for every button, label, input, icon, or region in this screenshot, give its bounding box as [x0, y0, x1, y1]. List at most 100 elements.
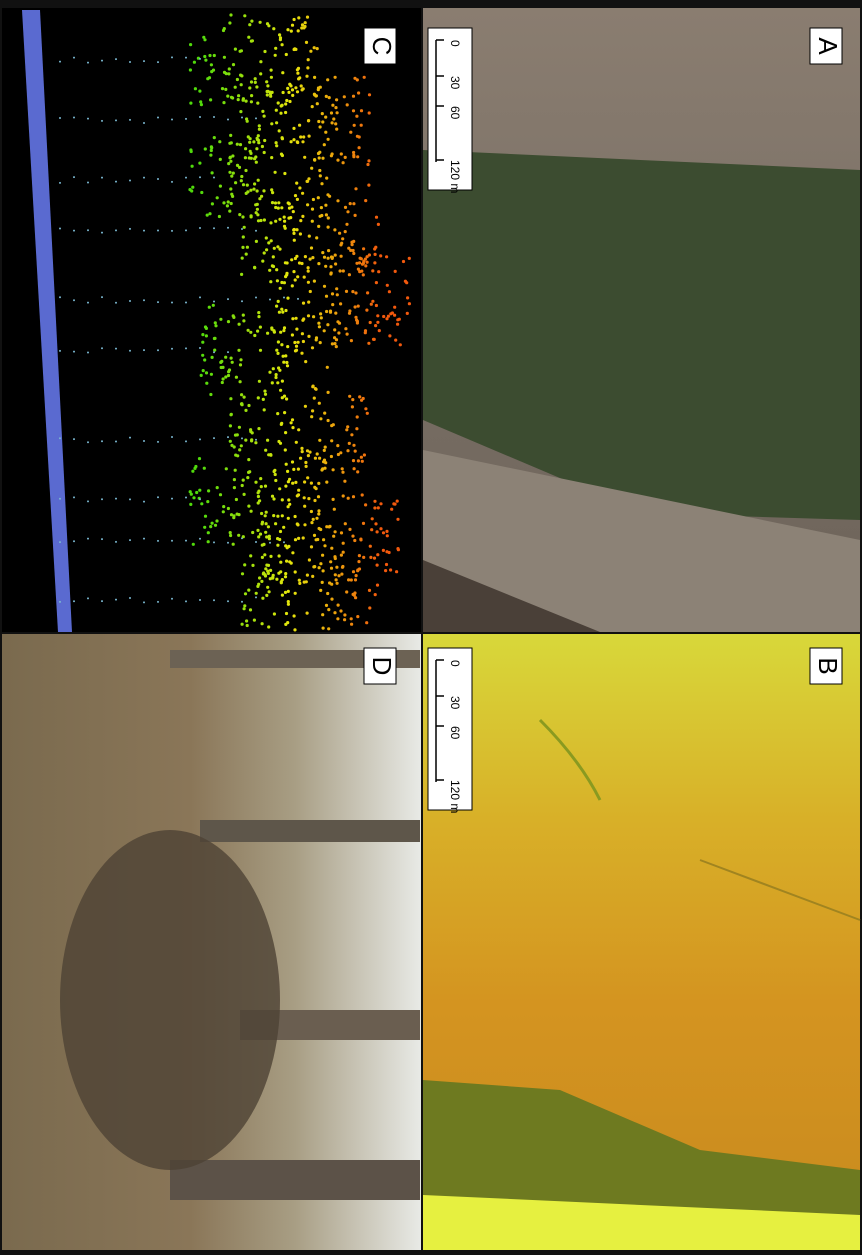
point — [352, 239, 356, 243]
point — [398, 343, 402, 347]
point — [263, 553, 267, 557]
point — [374, 303, 378, 308]
point — [252, 618, 256, 622]
point — [286, 602, 290, 606]
point — [317, 401, 321, 405]
stem-point — [157, 440, 159, 443]
point — [282, 326, 287, 330]
point — [292, 17, 296, 22]
point — [321, 251, 325, 255]
point — [301, 140, 305, 144]
point — [218, 157, 222, 161]
point — [267, 537, 271, 541]
stem-point — [129, 498, 131, 501]
point — [228, 531, 232, 535]
point — [232, 445, 236, 449]
stem-point — [185, 56, 187, 59]
stem-point — [227, 600, 229, 603]
point — [254, 160, 258, 164]
point — [287, 544, 291, 549]
point — [265, 593, 269, 598]
stem-point — [129, 118, 131, 121]
point — [229, 187, 233, 191]
point — [275, 268, 279, 272]
point — [274, 108, 278, 112]
point — [254, 155, 258, 159]
point — [324, 603, 329, 608]
point — [270, 494, 275, 498]
panel-label: B — [813, 657, 843, 674]
point — [263, 514, 267, 518]
point — [270, 122, 274, 126]
point — [326, 390, 330, 394]
point — [348, 527, 352, 532]
point — [189, 492, 193, 496]
point — [229, 533, 233, 538]
label-box — [809, 647, 843, 685]
point — [322, 538, 326, 542]
point — [318, 85, 322, 89]
point — [354, 291, 358, 295]
point — [279, 330, 283, 334]
stem-point — [101, 59, 103, 62]
point — [384, 562, 389, 567]
point — [315, 47, 319, 51]
point — [289, 140, 293, 144]
point — [240, 393, 244, 397]
point — [287, 202, 291, 206]
point — [334, 578, 338, 582]
point — [209, 63, 213, 67]
stem-point — [73, 350, 75, 353]
point — [287, 90, 291, 94]
point — [191, 185, 195, 189]
panel-label: C — [367, 37, 397, 56]
point — [311, 574, 315, 579]
stem-point — [101, 538, 103, 541]
point — [324, 213, 328, 217]
stem-point — [185, 347, 187, 350]
stem-point — [59, 600, 61, 603]
point — [300, 450, 304, 454]
point — [330, 342, 334, 346]
point — [231, 314, 235, 318]
point — [270, 201, 275, 205]
point — [273, 53, 277, 57]
point — [256, 178, 260, 182]
point — [359, 257, 363, 261]
point — [312, 396, 316, 400]
point — [353, 538, 357, 543]
point — [377, 329, 381, 333]
point — [256, 329, 260, 333]
point — [330, 292, 335, 296]
point — [248, 86, 252, 90]
point — [278, 36, 283, 40]
point — [311, 197, 315, 202]
point — [211, 303, 215, 307]
point — [308, 450, 312, 454]
ground-points — [22, 10, 72, 632]
point — [280, 136, 284, 140]
point — [324, 203, 328, 207]
point — [258, 499, 262, 503]
point — [277, 439, 281, 444]
point — [244, 147, 248, 151]
panel-b — [423, 634, 861, 1250]
point — [233, 433, 238, 437]
point — [316, 495, 321, 499]
point — [279, 388, 283, 392]
point — [306, 58, 310, 62]
point — [327, 249, 331, 253]
point — [330, 546, 334, 550]
stem-point — [87, 441, 89, 444]
point — [336, 158, 340, 162]
point — [334, 311, 338, 315]
label-a: A — [809, 27, 843, 65]
stem-point — [115, 347, 117, 350]
point — [352, 202, 356, 206]
tree-trunk — [200, 820, 420, 842]
point — [259, 72, 263, 76]
point — [309, 509, 313, 514]
scale-label: 0 — [448, 660, 462, 667]
point — [289, 561, 293, 565]
point — [292, 238, 296, 242]
